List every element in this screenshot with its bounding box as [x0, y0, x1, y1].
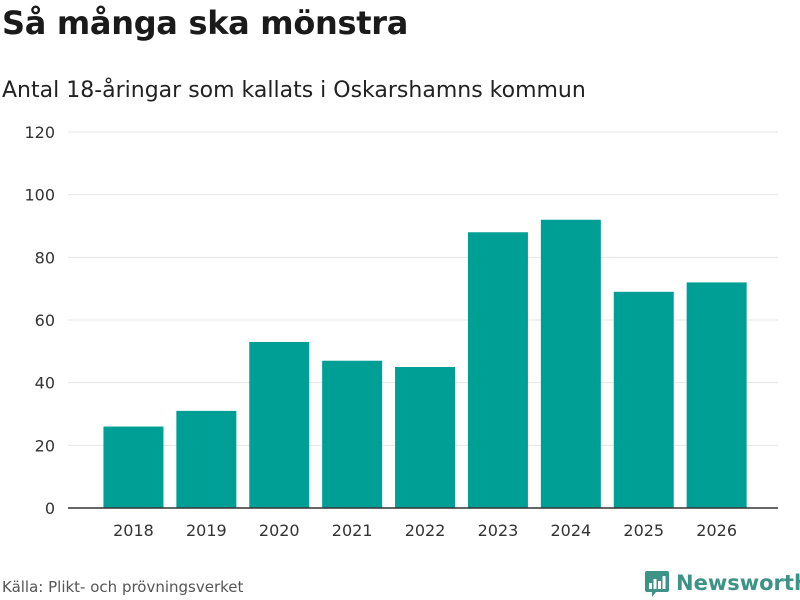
newsworthy-icon: [645, 571, 669, 597]
chart-title: Så många ska mönstra: [2, 4, 409, 42]
x-tick-label: 2021: [332, 521, 373, 540]
x-tick-label: 2018: [113, 521, 154, 540]
x-tick-label: 2023: [478, 521, 519, 540]
brand-logo: Newsworthy: [644, 568, 800, 598]
y-tick-label: 80: [35, 248, 55, 267]
bar-2026: [686, 282, 747, 508]
x-tick-label: 2019: [186, 521, 227, 540]
x-tick-label: 2020: [259, 521, 300, 540]
brand-name: Newsworthy: [676, 571, 800, 595]
bar-2023: [467, 232, 528, 508]
chart-subtitle: Antal 18-åringar som kallats i Oskarsham…: [2, 78, 586, 103]
y-tick-label: 0: [45, 499, 55, 518]
bar-chart: 0 20 40 60 80 100 120 2018 2019 2020 2021 2022 2023 2…: [24, 123, 778, 540]
bar-2022: [395, 367, 456, 508]
y-tick-label: 120: [24, 123, 55, 142]
bar-2019: [176, 410, 237, 508]
x-tick-label: 2022: [405, 521, 446, 540]
source-note: Källa: Plikt- och prövningsverket: [2, 578, 244, 596]
x-tick-label: 2024: [550, 521, 591, 540]
bar-2021: [322, 360, 383, 508]
bar-layer: [103, 219, 747, 508]
y-tick-label: 60: [35, 311, 55, 330]
bar-2020: [249, 341, 310, 508]
bar-2024: [540, 219, 601, 508]
x-tick-label: 2026: [696, 521, 737, 540]
bar-2025: [613, 291, 674, 508]
y-tick-label: 40: [35, 374, 55, 393]
bar-2018: [103, 426, 164, 508]
label-layer: 0 20 40 60 80 100 120 2018 2019 2020 2021 2022 2023 2…: [24, 123, 737, 540]
y-tick-label: 20: [35, 436, 55, 455]
y-tick-label: 100: [24, 186, 55, 205]
x-tick-label: 2025: [623, 521, 664, 540]
